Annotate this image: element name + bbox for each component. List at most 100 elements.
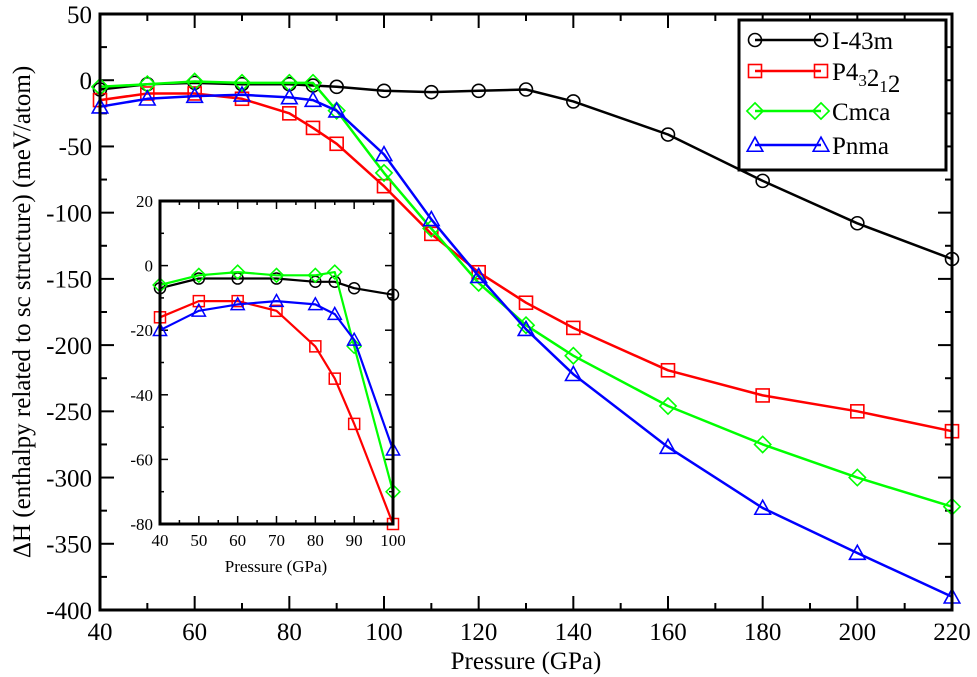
- legend-item-cmca-text: Cmca: [832, 99, 890, 126]
- inset-x-axis-label: Pressure (GPa): [225, 557, 327, 576]
- inset-series-pnma-point: [307, 296, 324, 311]
- legend-item-cmca-marker-right: [811, 101, 831, 121]
- main-series-cmca-line: [99, 80, 953, 508]
- main-x-tick-label: 80: [277, 619, 302, 646]
- legend-item-cmca-marker-left: [745, 101, 765, 121]
- main-series-pnma-point: [564, 364, 583, 382]
- inset-series-p4-3-2-1-2-point: [309, 340, 322, 353]
- inset-series-p4-3-2-1-2-point: [347, 417, 361, 431]
- main-series-pnma-point: [658, 437, 678, 455]
- inset-y-tick-label: -20: [130, 321, 153, 340]
- main-series-p4-3-2-1-2-point: [376, 178, 392, 194]
- inset-series-p4-3-2-1-2-point: [231, 294, 244, 308]
- main-y-tick-label: -100: [46, 200, 92, 227]
- inset-series-pnma-point: [190, 302, 207, 317]
- inset-x-tick-label: 90: [346, 531, 363, 550]
- main-x-tick-label: 220: [933, 619, 971, 646]
- main-series-i-43m-point: [850, 215, 865, 231]
- inset-series-p4-3-2-1-2-point: [270, 304, 283, 318]
- main-y-tick-label: -150: [46, 267, 92, 294]
- main-series-cmca-point: [374, 163, 394, 183]
- inset-tick-labels: 40 50 60 70 80 90 100 20 0 -20 -40 -60 -80: [130, 192, 405, 550]
- main-series-pnma-point: [374, 144, 394, 162]
- inset-series-i-43m-point: [192, 272, 206, 285]
- main-series-p4-3-2-1-2-point: [282, 106, 297, 121]
- inset-y-tick-label: -60: [130, 450, 153, 469]
- inset-y-tick-label: 20: [136, 192, 153, 211]
- main-x-tick-label: 180: [744, 619, 782, 646]
- main-x-tick-label: 160: [649, 619, 687, 646]
- main-series-i-43m-point: [424, 84, 439, 100]
- inset-series-cmca-point: [326, 264, 343, 280]
- inset-series-i-43m-point: [347, 281, 361, 295]
- main-series-cmca-point: [848, 468, 867, 487]
- main-series-pnma-point: [185, 86, 204, 104]
- main-x-tick-label: 140: [555, 619, 593, 646]
- legend-item-pnma-text: Pnma: [832, 133, 889, 160]
- inset-series-cmca-point: [229, 264, 246, 280]
- inset-y-tick-label: -80: [130, 515, 153, 534]
- legend-item-pnma: Pnma: [745, 133, 889, 160]
- legend-item-i-43m-marker-right: [813, 32, 829, 48]
- inset-series-i-43m-point: [270, 272, 283, 285]
- inset-series-pnma-point: [326, 305, 343, 321]
- inset-series-p4-3-2-1-2-point: [328, 372, 341, 385]
- inset-x-tick-label: 100: [380, 531, 406, 550]
- main-series-pnma-point: [469, 266, 488, 284]
- legend-item-pnma-marker-right: [811, 135, 831, 153]
- main-series-p4-3-2-1-2-point: [329, 136, 344, 152]
- inset-series-cmca-point: [268, 267, 285, 284]
- main-series-p4-3-2-1-2-point: [471, 264, 486, 280]
- legend-item-p4-3-2-1-2: P43212: [747, 59, 900, 98]
- inset-y-tick-label: -40: [130, 386, 153, 405]
- main-series-i-43m-point: [518, 82, 534, 97]
- legend-item-p4-3-2-1-2-label: P43212: [832, 59, 900, 98]
- main-series-p4-3-2-1-2-point: [850, 404, 865, 419]
- main-series-i-43m-point: [755, 173, 770, 189]
- inset-series-p4-3-2-1-2-point: [192, 294, 206, 308]
- main-x-tick-label: 60: [182, 619, 207, 646]
- main-series-i-43m-line: [99, 81, 953, 261]
- main-y-tick-label: -400: [46, 598, 92, 625]
- legend-item-cmca: Cmca: [745, 99, 890, 126]
- main-series-cmca-point: [658, 396, 678, 416]
- main-tick-labels: 40 60 80 100 120 140 160 180 200 220500-50-100-15…: [46, 2, 971, 646]
- main-x-tick-label: 40: [88, 619, 113, 646]
- inset-x-tick-label: 60: [229, 531, 246, 550]
- main-series-pnma-point: [516, 319, 536, 337]
- main-y-tick-label: -50: [59, 134, 92, 161]
- main-series-cmca-point: [564, 346, 583, 365]
- legend-item-p4-3-2-1-2-text: 2: [867, 65, 880, 92]
- main-series-pnma-point: [232, 85, 252, 102]
- legend-item-p4-3-2-1-2-subscript: 1: [879, 77, 888, 96]
- inset-series-p4-3-2-1-2-line: [159, 300, 395, 525]
- main-series-i-43m-point: [566, 94, 581, 109]
- inset-series-cmca-point: [307, 267, 324, 284]
- main-series-i-43m-point: [376, 83, 392, 99]
- main-x-tick-label: 100: [365, 619, 403, 646]
- inset-x-tick-label: 40: [152, 531, 169, 550]
- main-series-pnma-point: [303, 90, 323, 108]
- legend-item-pnma-label: Pnma: [832, 133, 889, 160]
- main-series-p4-3-2-1-2-point: [518, 295, 534, 311]
- inset-x-tick-label: 70: [268, 531, 285, 550]
- main-series-i-43m-point: [329, 79, 344, 95]
- main-series-pnma-point: [753, 498, 772, 516]
- inset-series-pnma-line: [159, 300, 395, 451]
- main-series-p4-3-2-1-2-point: [660, 362, 676, 378]
- main-y-axis-label: ΔH (enthalpy related to sc structure) (m…: [9, 66, 36, 558]
- legend-item-i-43m: I-43m: [747, 28, 894, 55]
- main-x-axis-label: Pressure (GPa): [451, 648, 602, 675]
- inset-chart: 40 50 60 70 80 90 100 20 0 -20 -40 -60 -80 Pressure …: [130, 192, 405, 576]
- inset-y-tick-label: 0: [145, 257, 154, 276]
- main-series-p4-3-2-1-2-point: [566, 320, 581, 336]
- main-x-tick-label: 120: [460, 619, 498, 646]
- inset-background: [160, 201, 393, 524]
- main-series-i-43m-point: [471, 83, 486, 99]
- main-series-p4-3-2-1-2-point: [755, 388, 770, 403]
- main-y-tick-label: 50: [67, 2, 92, 29]
- main-series-pnma-point: [280, 87, 299, 105]
- legend-item-p4-3-2-1-2-marker-left: [747, 63, 763, 79]
- main-series-pnma-line: [99, 93, 953, 598]
